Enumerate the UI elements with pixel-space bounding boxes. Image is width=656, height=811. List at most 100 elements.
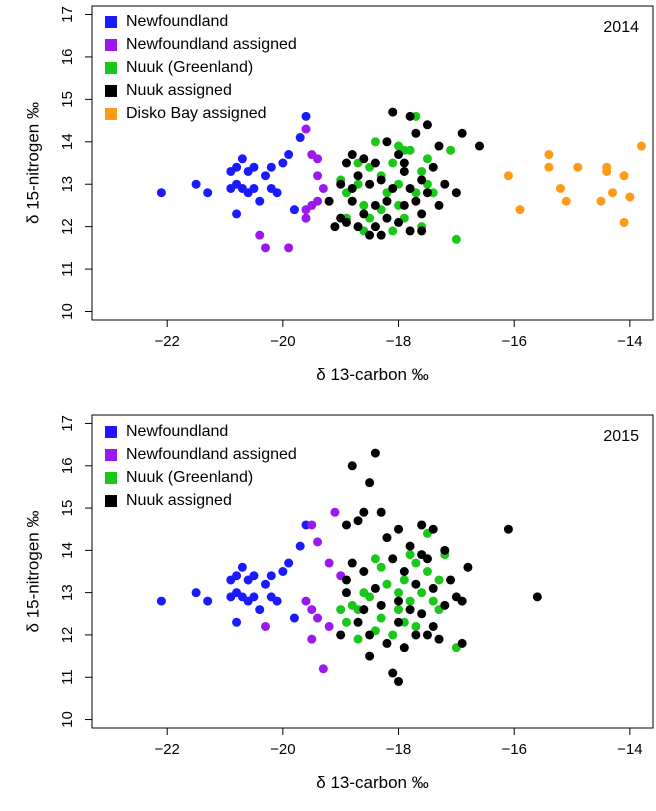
data-point bbox=[203, 596, 213, 606]
data-point bbox=[341, 617, 351, 627]
y-tick-label: 16 bbox=[59, 457, 76, 474]
data-point bbox=[255, 605, 265, 615]
x-tick-label: −18 bbox=[386, 333, 411, 350]
data-point bbox=[284, 243, 294, 253]
data-point bbox=[422, 567, 432, 576]
data-point bbox=[347, 196, 357, 206]
data-point bbox=[376, 613, 386, 623]
data-point bbox=[411, 579, 421, 589]
x-tick-label: −22 bbox=[154, 333, 179, 350]
series-disko-bay-assigned bbox=[503, 141, 646, 227]
data-point bbox=[353, 171, 363, 181]
data-point bbox=[428, 583, 438, 593]
y-tick-label: 10 bbox=[59, 303, 76, 320]
data-point bbox=[434, 634, 444, 644]
data-point bbox=[365, 592, 375, 602]
data-point bbox=[619, 217, 629, 227]
data-point bbox=[341, 588, 351, 598]
legend-swatch bbox=[105, 62, 117, 74]
legend-label: Nuuk assigned bbox=[126, 492, 232, 509]
data-point bbox=[226, 592, 236, 602]
data-point bbox=[434, 200, 444, 210]
data-point bbox=[382, 137, 392, 147]
data-point bbox=[261, 579, 271, 589]
data-point bbox=[457, 638, 467, 648]
data-point bbox=[451, 188, 461, 198]
data-point bbox=[232, 617, 242, 627]
data-point bbox=[336, 605, 346, 615]
data-point bbox=[295, 133, 305, 143]
data-point bbox=[359, 567, 369, 576]
x-axis-label: δ 13-carbon ‰ bbox=[316, 365, 428, 384]
data-point bbox=[341, 158, 351, 168]
series-newfoundland-assigned bbox=[255, 124, 328, 253]
data-point bbox=[376, 562, 386, 572]
data-point bbox=[394, 596, 404, 606]
data-point bbox=[399, 567, 409, 576]
legend-swatch bbox=[105, 426, 117, 438]
data-point bbox=[440, 545, 450, 555]
data-point bbox=[324, 558, 334, 568]
data-point bbox=[261, 243, 271, 253]
y-tick-label: 12 bbox=[59, 218, 76, 235]
data-point bbox=[411, 621, 421, 631]
data-point bbox=[324, 196, 334, 206]
data-point bbox=[417, 209, 427, 219]
data-point bbox=[417, 226, 427, 236]
x-tick-label: −16 bbox=[501, 333, 526, 350]
year-label: 2014 bbox=[603, 19, 639, 36]
y-tick-label: 11 bbox=[59, 261, 76, 277]
data-point bbox=[382, 638, 392, 648]
legend-label: Newfoundland assigned bbox=[126, 446, 297, 463]
data-point bbox=[446, 575, 456, 585]
data-point bbox=[272, 596, 282, 606]
data-point bbox=[394, 141, 404, 151]
legend-label: Newfoundland bbox=[126, 423, 228, 440]
data-point bbox=[394, 150, 404, 160]
data-point bbox=[422, 630, 432, 640]
data-point bbox=[289, 205, 299, 215]
data-point bbox=[313, 537, 323, 547]
data-point bbox=[278, 158, 288, 168]
series-nuuk-assigned bbox=[324, 107, 484, 240]
data-point bbox=[434, 141, 444, 151]
data-point bbox=[347, 461, 357, 471]
data-point bbox=[417, 588, 427, 598]
y-tick-label: 14 bbox=[59, 542, 76, 559]
data-point bbox=[341, 217, 351, 227]
data-point bbox=[428, 162, 438, 172]
data-point bbox=[405, 605, 415, 615]
data-point bbox=[289, 613, 299, 623]
data-point bbox=[636, 141, 646, 151]
series-nuuk-assigned bbox=[336, 448, 542, 686]
data-point bbox=[347, 183, 357, 193]
data-point bbox=[602, 162, 612, 172]
x-tick-label: −18 bbox=[386, 741, 411, 758]
data-point bbox=[474, 141, 484, 151]
data-point bbox=[619, 171, 629, 181]
data-point bbox=[156, 596, 166, 606]
y-tick-label: 15 bbox=[59, 500, 76, 517]
data-point bbox=[544, 162, 554, 172]
data-point bbox=[411, 128, 421, 138]
data-point bbox=[388, 630, 398, 640]
data-point bbox=[388, 107, 398, 117]
data-point bbox=[301, 124, 311, 134]
data-point bbox=[307, 634, 317, 644]
data-point bbox=[365, 478, 375, 488]
data-point bbox=[446, 145, 456, 155]
data-point bbox=[341, 520, 351, 530]
data-point bbox=[336, 179, 346, 189]
data-point bbox=[359, 507, 369, 517]
data-point bbox=[457, 128, 467, 138]
y-tick-label: 16 bbox=[59, 49, 76, 66]
data-point bbox=[232, 162, 242, 172]
data-point bbox=[457, 596, 467, 606]
y-axis-label: δ 15-nitrogen ‰ bbox=[23, 511, 42, 633]
data-point bbox=[324, 621, 334, 631]
data-point bbox=[249, 162, 259, 172]
data-point bbox=[370, 583, 380, 593]
data-point bbox=[249, 183, 259, 193]
data-point bbox=[434, 575, 444, 585]
